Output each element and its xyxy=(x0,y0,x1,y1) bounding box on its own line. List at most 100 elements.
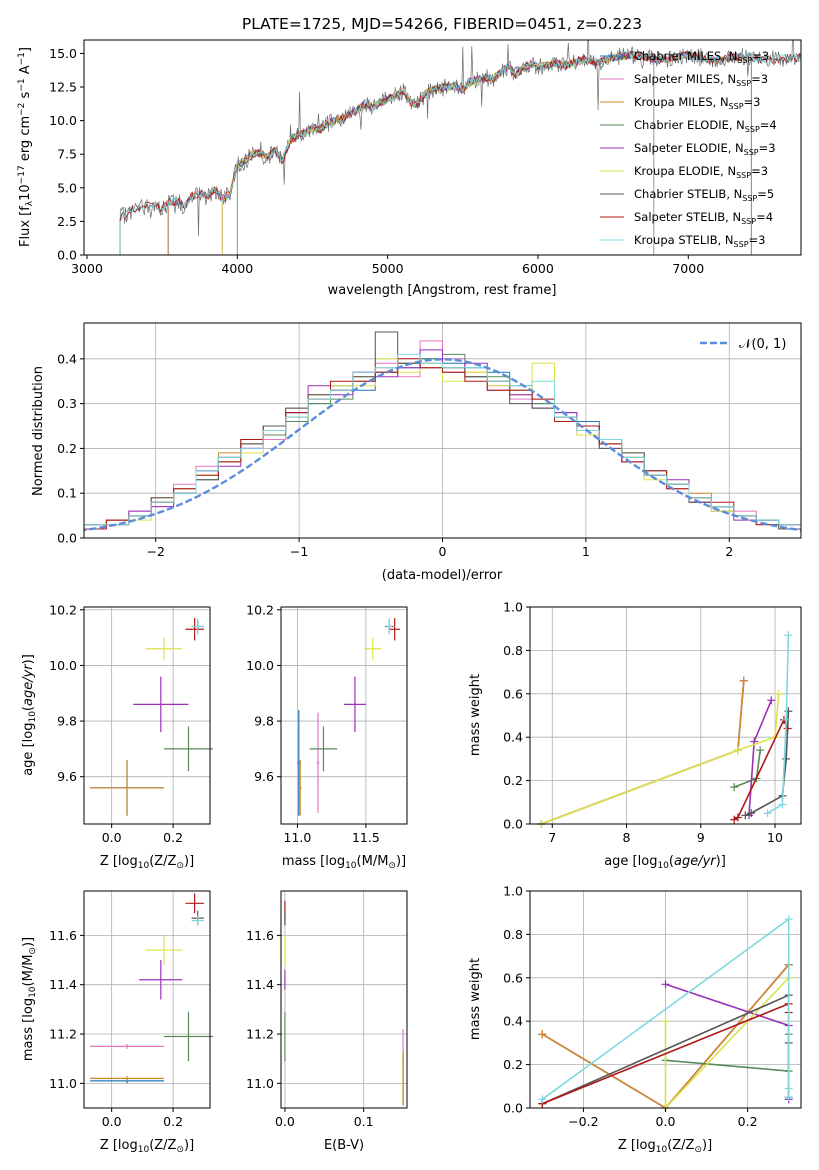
weight-line-salpeter-miles xyxy=(540,680,745,825)
age-vs-z-ylabel: age [log10(age/yr)] xyxy=(21,654,38,776)
legend-subscript: SSP xyxy=(741,217,756,226)
x-tick-label: 10 xyxy=(767,830,783,845)
weight-vs-age-ylabel: mass weight xyxy=(468,674,483,756)
weight-vs-age-xlabel: age [log10(age/yr)] xyxy=(604,854,726,871)
panel-mass-vs-z: 0.0 0.2 11.0 11.2 11.4 11.6 Z [log10(Z/Z⊙)] m… xyxy=(21,890,214,1155)
weight-line-salpeter-elodie xyxy=(748,699,773,816)
panel-age-vs-z: 0.0 0.2 9.6 9.8 10.0 10.2 Z [log10(Z/Z⊙)] age… xyxy=(21,602,214,871)
y-tick-label: 10.0 xyxy=(49,658,77,673)
figure-title: PLATE=1725, MJD=54266, FIBERID=0451, z=0… xyxy=(242,15,642,33)
legend-subscript: SSP xyxy=(729,102,744,111)
y-tick-label: 0.1 xyxy=(57,486,77,501)
weight-line-kroupa-stelib xyxy=(767,635,790,814)
legend-series-name: Salpeter STELIB, N xyxy=(634,210,741,224)
y-tick-label: 12.5 xyxy=(49,80,77,95)
legend-nssp: =3 xyxy=(749,233,766,247)
x-tick-label: 2 xyxy=(725,544,733,559)
histogram-kroupa-stelib xyxy=(84,353,801,538)
legend-label: Salpeter STELIB, NSSP=4 xyxy=(634,210,773,226)
x-tick-label: 8 xyxy=(623,830,631,845)
panel-weight-vs-age: 7 8 9 10 0.0 0.2 0.4 0.6 0.8 1.0 age [log10(age/y… xyxy=(468,600,802,871)
y-tick-label: 0.3 xyxy=(57,396,77,411)
legend-nssp: =5 xyxy=(757,187,774,201)
legend-subscript: SSP xyxy=(744,148,759,157)
legend-subscript: SSP xyxy=(737,56,752,65)
x-tick-label: −1 xyxy=(290,544,308,559)
y-tick-label: 0.4 xyxy=(503,730,523,745)
y-tick-label: 0.0 xyxy=(57,248,77,263)
x-tick-label: 0.2 xyxy=(163,830,183,845)
y-tick-label: 0.2 xyxy=(503,773,523,788)
x-tick-label: 9 xyxy=(697,830,705,845)
mass-vs-z-xlabel: Z [log10(Z/Z⊙)] xyxy=(100,1138,194,1155)
gaussian-legend-label: 𝒩(0, 1) xyxy=(739,337,786,352)
y-tick-label: 9.8 xyxy=(57,714,77,729)
y-tick-label: 9.6 xyxy=(57,769,77,784)
legend-nssp: =3 xyxy=(751,164,768,178)
model-line-kroupa-stelib xyxy=(119,50,801,255)
y-tick-label: 11.0 xyxy=(246,1076,274,1091)
weight-line-chabrier-elodie xyxy=(665,1034,790,1072)
x-tick-label: 1 xyxy=(582,544,590,559)
x-tick-label: 0.0 xyxy=(656,1114,676,1129)
legend-series-name: Kroupa STELIB, N xyxy=(634,233,734,247)
y-tick-label: 11.6 xyxy=(49,928,77,943)
legend-label: Kroupa STELIB, NSSP=3 xyxy=(634,233,765,249)
residuals-xlabel: (data-model)/error xyxy=(382,568,503,583)
legend-series-name: Chabrier STELIB, N xyxy=(634,187,742,201)
x-tick-label: 6000 xyxy=(522,261,554,276)
x-tick-label: 0.0 xyxy=(102,1114,122,1129)
y-tick-label: 0.4 xyxy=(503,1014,523,1029)
y-tick-label: 9.6 xyxy=(254,769,274,784)
x-tick-label: 7000 xyxy=(672,261,704,276)
y-tick-label: 11.6 xyxy=(246,928,274,943)
y-tick-label: 0.8 xyxy=(503,927,523,942)
x-tick-label: 0.2 xyxy=(163,1114,183,1129)
legend-nssp: =3 xyxy=(744,95,761,109)
x-tick-label: 0.2 xyxy=(738,1114,758,1129)
y-tick-label: 0.4 xyxy=(57,351,77,366)
y-tick-label: 11.2 xyxy=(49,1027,77,1042)
y-tick-label: 11.4 xyxy=(49,977,77,992)
y-tick-label: 0.6 xyxy=(503,970,523,985)
y-tick-label: 1.0 xyxy=(503,884,523,899)
weight-line-chabrier-miles xyxy=(540,680,745,825)
legend-label: Kroupa ELODIE, NSSP=3 xyxy=(634,164,768,180)
y-tick-label: 11.4 xyxy=(246,977,274,992)
y-tick-label: 2.5 xyxy=(57,214,77,229)
legend-nssp: =3 xyxy=(752,49,769,63)
legend-subscript: SSP xyxy=(736,171,751,180)
weight-line-kroupa-elodie xyxy=(664,977,790,1111)
y-tick-label: 0.2 xyxy=(57,441,77,456)
legend-series-name: Salpeter MILES, N xyxy=(634,72,736,86)
y-tick-label: 7.5 xyxy=(57,147,77,162)
legend-subscript: SSP xyxy=(734,240,749,249)
legend-series-name: Kroupa ELODIE, N xyxy=(634,164,736,178)
y-tick-label: 0.0 xyxy=(57,531,77,546)
y-tick-label: 15.0 xyxy=(49,46,77,61)
legend-subscript: SSP xyxy=(745,125,760,134)
legend-label: Chabrier ELODIE, NSSP=4 xyxy=(634,118,777,134)
x-tick-label: 11.0 xyxy=(284,830,312,845)
y-tick-label: 10.2 xyxy=(49,602,77,617)
legend-series-name: Chabrier MILES, N xyxy=(634,49,737,63)
weight-vs-z-xlabel: Z [log10(Z/Z⊙)] xyxy=(618,1138,712,1155)
x-tick-label: 5000 xyxy=(372,261,404,276)
y-tick-label: 0.0 xyxy=(503,817,523,832)
x-tick-label: 0.0 xyxy=(102,830,122,845)
mass-vs-ebv-xlabel: E(B-V) xyxy=(324,1138,364,1153)
legend-subscript: SSP xyxy=(736,79,751,88)
y-tick-label: 0.0 xyxy=(503,1101,523,1116)
legend-label: Chabrier STELIB, NSSP=5 xyxy=(634,187,774,203)
y-tick-label: 11.0 xyxy=(49,1076,77,1091)
age-vs-z-xlabel: Z [log10(Z/Z⊙)] xyxy=(100,854,194,871)
x-tick-label: 7 xyxy=(548,830,556,845)
y-tick-label: 9.8 xyxy=(254,714,274,729)
x-tick-label: 0 xyxy=(439,544,447,559)
legend-series-name: Chabrier ELODIE, N xyxy=(634,118,745,132)
residuals-ylabel: Normed distribution xyxy=(31,366,46,496)
y-tick-label: 10.2 xyxy=(246,602,274,617)
y-tick-label: 10.0 xyxy=(246,658,274,673)
x-tick-label: 0.1 xyxy=(354,1114,374,1129)
